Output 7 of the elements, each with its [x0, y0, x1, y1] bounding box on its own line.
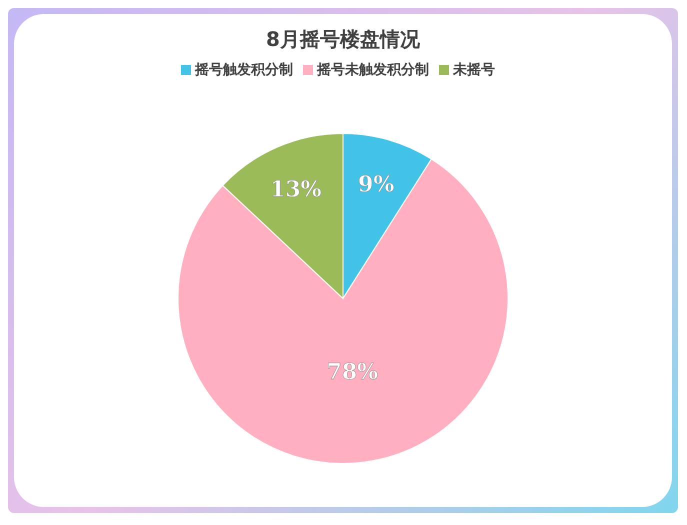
data-label: 9%: [358, 171, 394, 198]
data-label: 78%: [326, 359, 378, 386]
chart-title: 8月摇号楼盘情况: [265, 26, 421, 53]
legend-label: 未摇号: [453, 62, 495, 78]
data-label: 13%: [270, 176, 322, 202]
legend-label: 摇号触发积分制: [195, 62, 293, 78]
legend-label: 摇号未触发积分制: [317, 62, 429, 78]
